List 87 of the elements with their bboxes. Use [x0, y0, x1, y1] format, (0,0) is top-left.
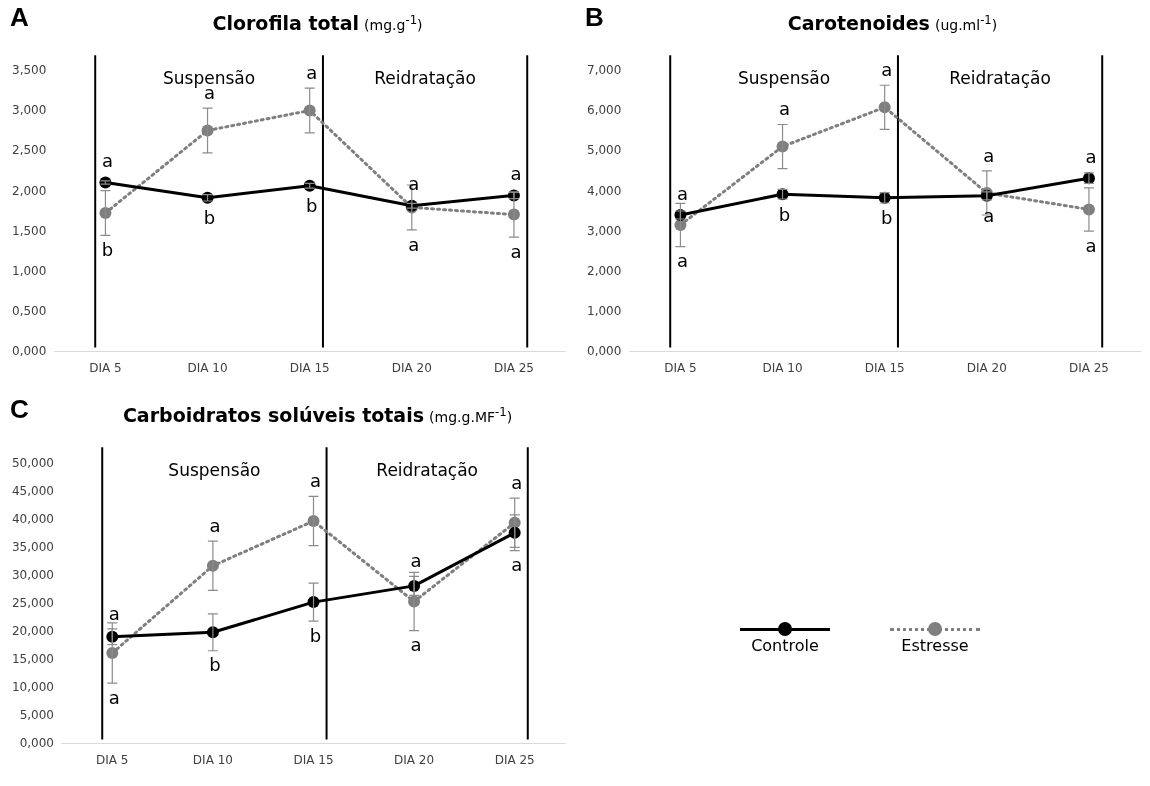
data-label: a — [1085, 145, 1097, 167]
data-label: b — [305, 195, 318, 217]
y-tick-label: 0,000 — [19, 735, 54, 750]
data-label: a — [101, 150, 113, 172]
data-label: a — [983, 205, 995, 227]
annotation: Reidratação — [949, 67, 1051, 88]
data-label: a — [676, 250, 688, 272]
x-tick-label: DIA 15 — [293, 752, 334, 767]
x-tick-label: DIA 25 — [494, 752, 535, 767]
y-tick-label: 25,000 — [11, 595, 54, 610]
data-label: a — [108, 602, 120, 624]
y-tick-label: 3,000 — [586, 223, 622, 238]
x-tick-label: DIA 20 — [394, 752, 435, 767]
x-tick-label: DIA 20 — [966, 360, 1007, 375]
y-tick-label: 2,000 — [11, 183, 47, 198]
y-tick-label: 35,000 — [11, 539, 54, 554]
data-label: a — [779, 98, 791, 120]
y-tick-label: 3,000 — [11, 103, 47, 118]
data-label: a — [676, 182, 688, 204]
y-tick-label: 30,000 — [11, 567, 54, 582]
x-tick-label: DIA 10 — [192, 752, 233, 767]
data-label: a — [881, 58, 893, 80]
text: B — [585, 2, 604, 33]
x-tick-label: DIA 5 — [89, 360, 122, 375]
data-label: a — [209, 514, 221, 536]
x-tick-label: DIA 15 — [864, 360, 905, 375]
annotation: Reidratação — [376, 459, 479, 480]
y-tick-label: 0,500 — [11, 303, 47, 318]
data-label: a — [108, 686, 120, 708]
x-tick-label: DIA 25 — [1068, 360, 1109, 375]
y-tick-label: 20,000 — [11, 623, 54, 638]
data-label: a — [510, 240, 522, 262]
y-tick-label: 7,000 — [586, 63, 622, 78]
data-label: a — [511, 471, 523, 493]
data-label: a — [309, 470, 322, 492]
data-label: a — [510, 163, 522, 185]
y-tick-label: 0,000 — [586, 343, 622, 358]
chart-subtitle: (mg.g.MF$^{-1}$) — [429, 405, 513, 425]
data-label: a — [983, 144, 995, 166]
y-tick-label: 1,000 — [11, 263, 47, 278]
y-tick-label: 2,500 — [11, 143, 47, 158]
x-tick-label: DIA 5 — [664, 360, 697, 375]
data-label: a — [1085, 234, 1097, 256]
annotation: Suspensão — [168, 459, 261, 480]
data-label: b — [309, 624, 322, 646]
y-tick-label: 3,500 — [11, 63, 47, 78]
y-tick-label: 0,000 — [11, 343, 47, 358]
legend-label: Estresse — [901, 636, 969, 655]
annotation: Reidratação — [374, 67, 476, 88]
annotation: Suspensão — [738, 67, 831, 88]
text: C — [10, 394, 29, 425]
legend-label: Controle — [751, 636, 819, 655]
data-label: a — [408, 233, 420, 255]
y-tick-label: 40,000 — [11, 512, 54, 527]
chart-title: Clorofila total — [212, 12, 359, 34]
chart-subtitle: (mg.g$^{-1}$) — [364, 13, 423, 33]
data-label: a — [410, 550, 422, 572]
data-label: a — [306, 61, 318, 83]
data-label: b — [209, 654, 221, 676]
data-label: b — [778, 203, 791, 225]
chart-title: Carotenoides — [787, 12, 930, 34]
y-tick-label: 5,000 — [586, 143, 622, 158]
text: A — [10, 2, 29, 33]
y-tick-label: 5,000 — [19, 707, 54, 722]
y-tick-label: 10,000 — [11, 679, 54, 694]
chart-title: Carboidratos solúveis totais — [122, 404, 425, 426]
y-tick-label: 1,000 — [586, 303, 622, 318]
x-tick-label: DIA 10 — [762, 360, 803, 375]
y-tick-label: 45,000 — [11, 484, 54, 499]
y-tick-label: 50,000 — [11, 456, 54, 471]
data-label: b — [101, 239, 114, 261]
x-tick-label: DIA 15 — [289, 360, 330, 375]
x-tick-label: DIA 10 — [187, 360, 228, 375]
x-tick-label: DIA 20 — [391, 360, 432, 375]
data-label: a — [410, 634, 422, 656]
chart-subtitle: (ug.ml$^{-1}$) — [934, 13, 998, 33]
y-tick-label: 15,000 — [11, 651, 54, 666]
data-label: a — [511, 554, 523, 576]
y-tick-label: 4,000 — [586, 183, 622, 198]
data-label: b — [880, 207, 893, 229]
data-label: b — [203, 207, 216, 229]
y-tick-label: 6,000 — [586, 103, 622, 118]
y-tick-label: 2,000 — [586, 263, 622, 278]
y-tick-label: 1,500 — [11, 223, 47, 238]
x-tick-label: DIA 25 — [493, 360, 534, 375]
data-label: a — [408, 173, 420, 195]
x-tick-label: DIA 5 — [96, 752, 129, 767]
